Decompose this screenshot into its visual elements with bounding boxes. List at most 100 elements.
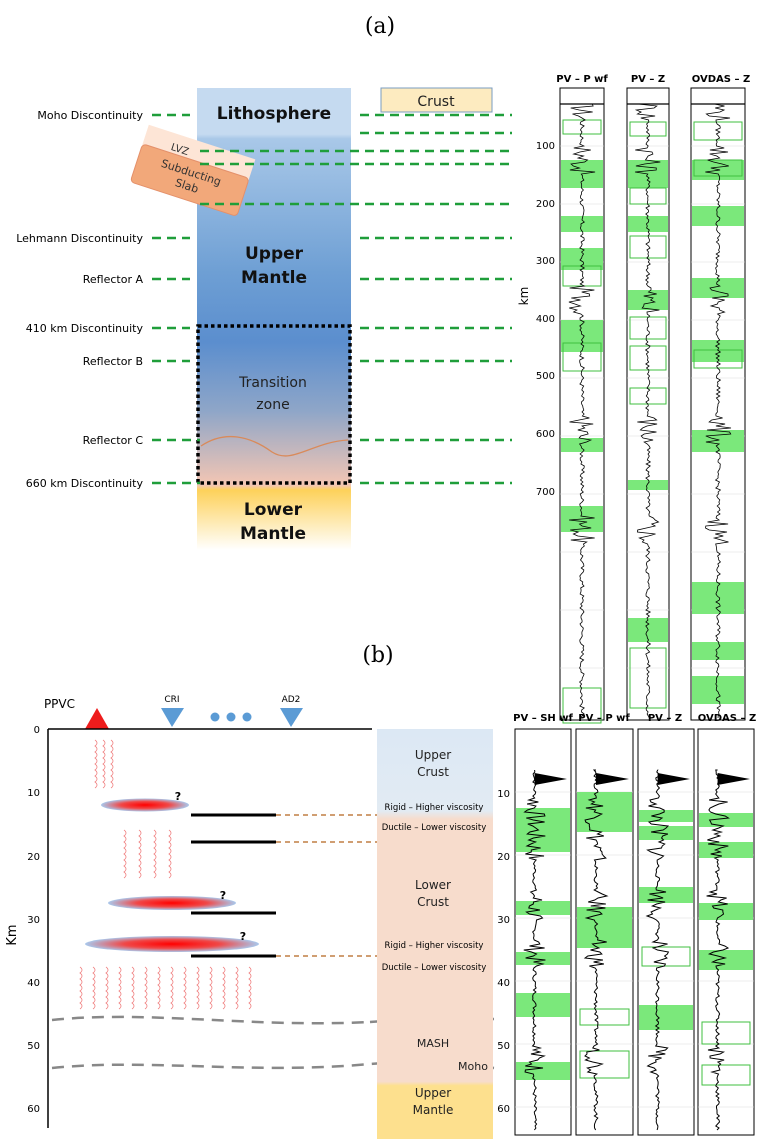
squiggle xyxy=(209,966,213,1010)
panel-b-label: (b) xyxy=(362,643,393,668)
waveform xyxy=(568,103,596,719)
squiggle xyxy=(144,966,148,1010)
highlight-band xyxy=(692,676,744,704)
magma-squiggles xyxy=(79,739,252,1010)
transition-zone-box xyxy=(196,324,352,485)
station-dot-3 xyxy=(242,712,252,722)
trace-a-header-1: PV – P wf xyxy=(556,74,608,85)
first-arrival xyxy=(717,773,750,785)
waveform xyxy=(706,769,730,1131)
squiggle xyxy=(79,966,83,1010)
tick-b-0: 0 xyxy=(34,725,40,736)
highlight-box xyxy=(693,159,743,177)
tick-a-100: 100 xyxy=(536,141,555,152)
discontinuity-lines xyxy=(152,113,512,485)
ad2-station-icon xyxy=(280,708,303,727)
km-axis-label-a: km xyxy=(517,287,531,306)
squiggle xyxy=(138,829,142,879)
squiggle xyxy=(235,966,239,1010)
question-mark-2: ? xyxy=(220,889,226,902)
waveform xyxy=(523,769,546,1131)
highlight-band xyxy=(561,248,603,270)
station-dot-2 xyxy=(226,712,236,722)
station-dot-1 xyxy=(210,712,220,722)
crust-label: Crust xyxy=(417,94,455,110)
magma-body-2 xyxy=(108,896,236,910)
panel-a-label: (a) xyxy=(365,14,395,39)
reflector-a-label: Reflector A xyxy=(83,273,144,286)
upper-crust-label-2: Crust xyxy=(417,765,449,779)
highlight-band xyxy=(628,216,668,232)
interface-bars xyxy=(191,813,276,958)
tick-b-60: 60 xyxy=(27,1104,40,1115)
transition-label-2: zone xyxy=(256,397,289,413)
highlight-box xyxy=(629,121,667,137)
tick-a-500: 500 xyxy=(536,371,555,382)
highlight-band xyxy=(639,887,693,903)
reflector-c-wave xyxy=(200,435,349,457)
question-mark-1: ? xyxy=(175,790,181,803)
ppvc-label: PPVC xyxy=(44,697,75,711)
cri-station-icon xyxy=(161,708,184,727)
highlight-band xyxy=(699,813,753,827)
mash-label: MASH xyxy=(417,1037,449,1050)
highlight-box xyxy=(629,316,667,340)
trace-b-column-1 xyxy=(514,728,572,1136)
highlight-band xyxy=(516,952,570,965)
d410-label: 410 km Discontinuity xyxy=(26,322,144,335)
squiggle xyxy=(118,966,122,1010)
upper-mantle-b-label-1: Upper xyxy=(415,1086,451,1100)
squiggle xyxy=(170,966,174,1010)
highlight-band xyxy=(692,278,744,298)
highlight-box xyxy=(579,1008,630,1026)
tick-a-600: 600 xyxy=(536,429,555,440)
highlight-band xyxy=(628,290,668,310)
squiggle xyxy=(196,966,200,1010)
highlight-box xyxy=(701,1021,751,1045)
trace-b-frame xyxy=(697,728,755,1136)
highlight-band xyxy=(692,206,744,226)
tick-b-10: 10 xyxy=(27,788,40,799)
question-mark-3: ? xyxy=(240,930,246,943)
highlight-band xyxy=(516,993,570,1017)
highlight-band xyxy=(561,216,603,232)
trace-tick-30: 30 xyxy=(497,915,510,926)
highlight-band xyxy=(692,642,744,660)
squiggle xyxy=(105,966,109,1010)
moho-label: Moho Discontinuity xyxy=(37,109,143,122)
magma-body-3 xyxy=(85,936,259,952)
lower-crust-label-2: Crust xyxy=(417,895,449,909)
trace-a-column-2 xyxy=(626,87,670,721)
upper-mantle-label-2: Mantle xyxy=(241,268,307,288)
squiggle xyxy=(123,829,127,879)
squiggle xyxy=(153,829,157,879)
trace-b-header-4: OVDAS – Z xyxy=(698,713,756,724)
tick-b-20: 20 xyxy=(27,852,40,863)
highlight-box xyxy=(629,647,667,709)
tick-a-700: 700 xyxy=(536,487,555,498)
tick-b-50: 50 xyxy=(27,1041,40,1052)
lower-crust-label-1: Lower xyxy=(415,878,451,892)
trace-tick-40: 40 xyxy=(497,978,510,989)
squiggle xyxy=(248,966,252,1010)
tick-b-30: 30 xyxy=(27,915,40,926)
trace-b-frame xyxy=(637,728,695,1136)
ductile-label-1: Ductile – Lower viscosity xyxy=(382,823,487,833)
ticks-trace-b: 10 20 30 40 50 60 xyxy=(497,789,510,1115)
trace-a-column-3 xyxy=(690,87,746,721)
tick-a-400: 400 xyxy=(536,314,555,325)
transition-label-1: Transition xyxy=(238,375,307,391)
highlight-band xyxy=(561,320,603,352)
highlight-box xyxy=(562,119,602,135)
highlight-box xyxy=(701,1064,751,1086)
upper-crust-label-1: Upper xyxy=(415,748,451,762)
ppvc-volcano-icon xyxy=(85,708,109,729)
highlight-band xyxy=(692,582,744,614)
subducting-slab: LVZ Subducting Slab xyxy=(130,124,256,216)
traces-b: PV – SH wf PV – P wf PV – Z OVDAS – Z 10… xyxy=(497,713,756,1136)
trace-b-header-1: PV – SH wf xyxy=(513,713,573,724)
highlight-band xyxy=(561,438,603,452)
ad2-label: AD2 xyxy=(282,695,301,705)
lower-mantle-label-2: Mantle xyxy=(240,524,306,544)
